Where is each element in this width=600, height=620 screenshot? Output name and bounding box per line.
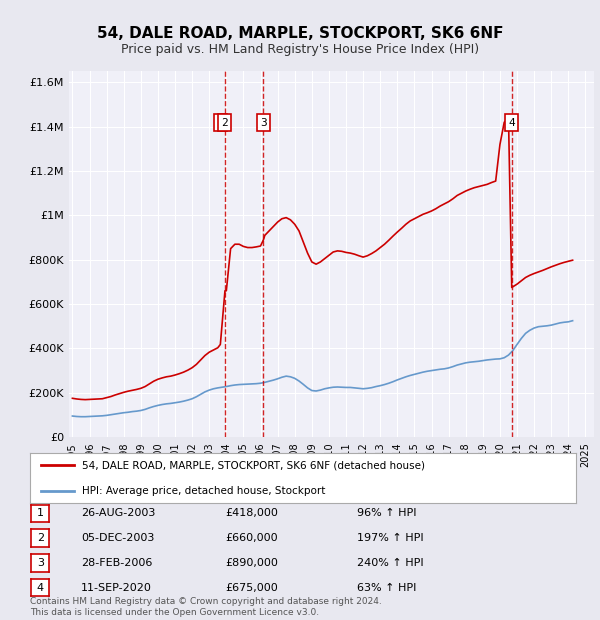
Text: 1: 1: [37, 508, 44, 518]
Text: 3: 3: [260, 118, 267, 128]
Text: 05-DEC-2003: 05-DEC-2003: [81, 533, 154, 543]
Text: 4: 4: [508, 118, 515, 128]
Text: £675,000: £675,000: [225, 583, 278, 593]
Text: 1: 1: [217, 118, 224, 128]
Text: 26-AUG-2003: 26-AUG-2003: [81, 508, 155, 518]
Text: Contains HM Land Registry data © Crown copyright and database right 2024.
This d: Contains HM Land Registry data © Crown c…: [30, 598, 382, 617]
Text: 63% ↑ HPI: 63% ↑ HPI: [357, 583, 416, 593]
Text: 96% ↑ HPI: 96% ↑ HPI: [357, 508, 416, 518]
Text: £660,000: £660,000: [225, 533, 278, 543]
Text: 197% ↑ HPI: 197% ↑ HPI: [357, 533, 424, 543]
Text: £418,000: £418,000: [225, 508, 278, 518]
Text: HPI: Average price, detached house, Stockport: HPI: Average price, detached house, Stoc…: [82, 485, 325, 496]
Text: 54, DALE ROAD, MARPLE, STOCKPORT, SK6 6NF (detached house): 54, DALE ROAD, MARPLE, STOCKPORT, SK6 6N…: [82, 460, 425, 471]
Text: £890,000: £890,000: [225, 558, 278, 568]
Text: 54, DALE ROAD, MARPLE, STOCKPORT, SK6 6NF: 54, DALE ROAD, MARPLE, STOCKPORT, SK6 6N…: [97, 26, 503, 41]
Text: 3: 3: [37, 558, 44, 568]
Text: Price paid vs. HM Land Registry's House Price Index (HPI): Price paid vs. HM Land Registry's House …: [121, 43, 479, 56]
Text: 240% ↑ HPI: 240% ↑ HPI: [357, 558, 424, 568]
Text: 2: 2: [221, 118, 229, 128]
Text: 4: 4: [37, 583, 44, 593]
Text: 2: 2: [37, 533, 44, 543]
Text: 28-FEB-2006: 28-FEB-2006: [81, 558, 152, 568]
Text: 11-SEP-2020: 11-SEP-2020: [81, 583, 152, 593]
